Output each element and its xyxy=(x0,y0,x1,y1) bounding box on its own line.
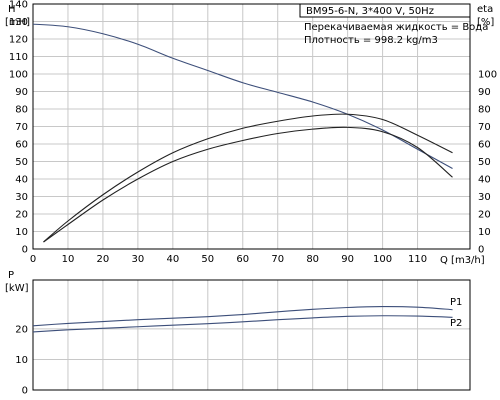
y-left-tick-label: 120 xyxy=(9,35,28,46)
x-tick-label: 90 xyxy=(341,254,354,265)
power-unit: [kW] xyxy=(5,283,29,294)
y-left-tick-label: 90 xyxy=(15,87,28,98)
x-tick-label: 0 xyxy=(30,254,36,265)
efficiency-curve-upper xyxy=(43,113,453,243)
x-tick-label: 50 xyxy=(201,254,214,265)
grid-lines xyxy=(33,4,470,390)
power-tick-label: 0 xyxy=(22,386,28,397)
efficiency-curve-lower xyxy=(43,126,453,243)
x-tick-label: 80 xyxy=(306,254,319,265)
y-left-tick-label: 60 xyxy=(15,140,28,151)
title-box xyxy=(299,3,471,18)
y-right-unit: [%] xyxy=(477,17,494,28)
legend-p2: P2 xyxy=(450,318,462,329)
y-left-tick-label: 30 xyxy=(15,192,28,203)
tick-labels: 0 10 20 30 40 50 60 70 80 90 100 110010203040506070… xyxy=(9,0,497,397)
head-curve xyxy=(32,23,453,169)
power-label: P xyxy=(8,270,14,281)
y-right-label: eta xyxy=(477,4,493,15)
y-left-tick-label: 10 xyxy=(15,227,28,238)
y-right-tick-label: 90 xyxy=(478,87,491,98)
y-left-tick-label: 0 xyxy=(22,245,28,256)
x-axis-label: Q [m3/h] xyxy=(440,255,485,266)
x-tick-label: 20 xyxy=(97,254,110,265)
y-left-tick-label: 40 xyxy=(15,175,28,186)
y-left-tick-label: 140 xyxy=(9,0,28,11)
top-plot-frame xyxy=(32,3,471,250)
x-tick-label: 10 xyxy=(62,254,75,265)
y-right-tick-label: 80 xyxy=(478,105,491,116)
power-curve-p1 xyxy=(32,306,453,327)
power-curve-p2 xyxy=(32,315,453,333)
x-tick-label: 40 xyxy=(166,254,179,265)
x-tick-label: 110 xyxy=(408,254,427,265)
annotation-density: Плотность = 998.2 kg/m3 xyxy=(304,35,438,46)
x-tick-label: 30 xyxy=(132,254,145,265)
x-tick-label: 60 xyxy=(236,254,249,265)
y-left-tick-label: 80 xyxy=(15,105,28,116)
x-tick-label: 70 xyxy=(271,254,284,265)
annotation-fluid: Перекачиваемая жидкость = Вода xyxy=(304,22,488,33)
y-right-tick-label: 40 xyxy=(478,175,491,186)
y-left-label: H xyxy=(8,4,16,15)
y-right-tick-label: 20 xyxy=(478,210,491,221)
curves xyxy=(32,23,453,333)
y-left-tick-label: 70 xyxy=(15,122,28,133)
y-left-tick-label: 130 xyxy=(9,17,28,28)
y-right-tick-label: 10 xyxy=(478,227,491,238)
power-tick-label: 10 xyxy=(15,355,28,366)
chart-title: BM95-6-N, 3*400 V, 50Hz xyxy=(306,6,434,17)
y-right-tick-label: 70 xyxy=(478,122,491,133)
bottom-plot-frame xyxy=(32,279,471,391)
y-left-tick-label: 20 xyxy=(15,210,28,221)
x-tick-label: 100 xyxy=(373,254,392,265)
y-right-tick-label: 0 xyxy=(478,245,484,256)
y-left-tick-label: 100 xyxy=(9,70,28,81)
y-right-tick-label: 100 xyxy=(478,70,497,81)
y-left-tick-label: 50 xyxy=(15,157,28,168)
y-left-unit: [mH] xyxy=(5,17,30,28)
y-right-tick-label: 60 xyxy=(478,140,491,151)
legend-p1: P1 xyxy=(450,297,462,308)
y-left-tick-label: 110 xyxy=(9,52,28,63)
y-right-tick-label: 30 xyxy=(478,192,491,203)
y-right-tick-label: 50 xyxy=(478,157,491,168)
power-tick-label: 20 xyxy=(15,324,28,335)
